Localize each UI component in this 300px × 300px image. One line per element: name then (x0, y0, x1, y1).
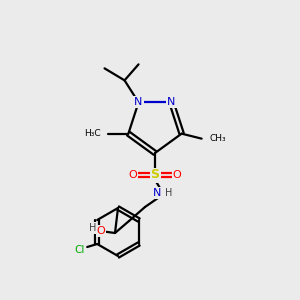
Text: H: H (165, 188, 173, 198)
Text: N: N (153, 188, 161, 198)
Text: N: N (167, 97, 175, 107)
Text: S: S (151, 169, 160, 182)
Text: O: O (172, 170, 182, 180)
Text: O: O (97, 226, 105, 236)
Text: CH₃: CH₃ (210, 134, 226, 143)
Text: H: H (89, 223, 97, 233)
Text: O: O (129, 170, 137, 180)
Text: N: N (134, 97, 143, 107)
Text: Cl: Cl (74, 245, 84, 255)
Text: H₃C: H₃C (84, 129, 100, 138)
